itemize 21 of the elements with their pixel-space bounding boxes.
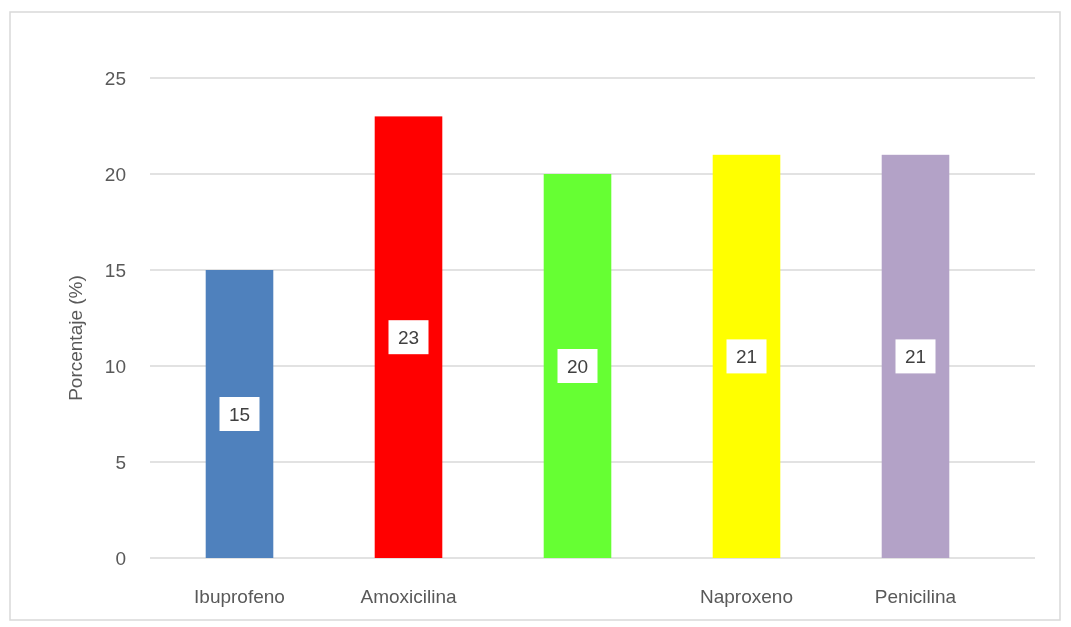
bar	[881, 154, 950, 558]
bar	[205, 270, 274, 558]
data-label: 15	[228, 403, 251, 425]
bar	[543, 174, 612, 558]
y-tick-label: 10	[104, 355, 126, 377]
data-label: 21	[904, 346, 927, 368]
x-tick-label: Naproxeno	[700, 586, 793, 607]
data-label: 23	[397, 326, 420, 348]
x-tick-label: Ibuprofeno	[194, 586, 285, 607]
y-tick-label: 20	[104, 163, 126, 185]
y-axis-title: Porcentaje (%)	[65, 275, 86, 401]
x-tick-label: Amoxicilina	[360, 586, 457, 607]
data-label: 20	[566, 355, 589, 377]
bar	[712, 154, 781, 558]
y-tick-label: 15	[104, 259, 126, 281]
y-tick-label: 5	[115, 451, 126, 473]
data-label: 21	[735, 346, 758, 368]
y-tick-label: 25	[104, 67, 126, 89]
x-tick-label: Penicilina	[874, 586, 957, 607]
y-tick-label: 0	[115, 547, 126, 569]
bar	[374, 116, 443, 558]
